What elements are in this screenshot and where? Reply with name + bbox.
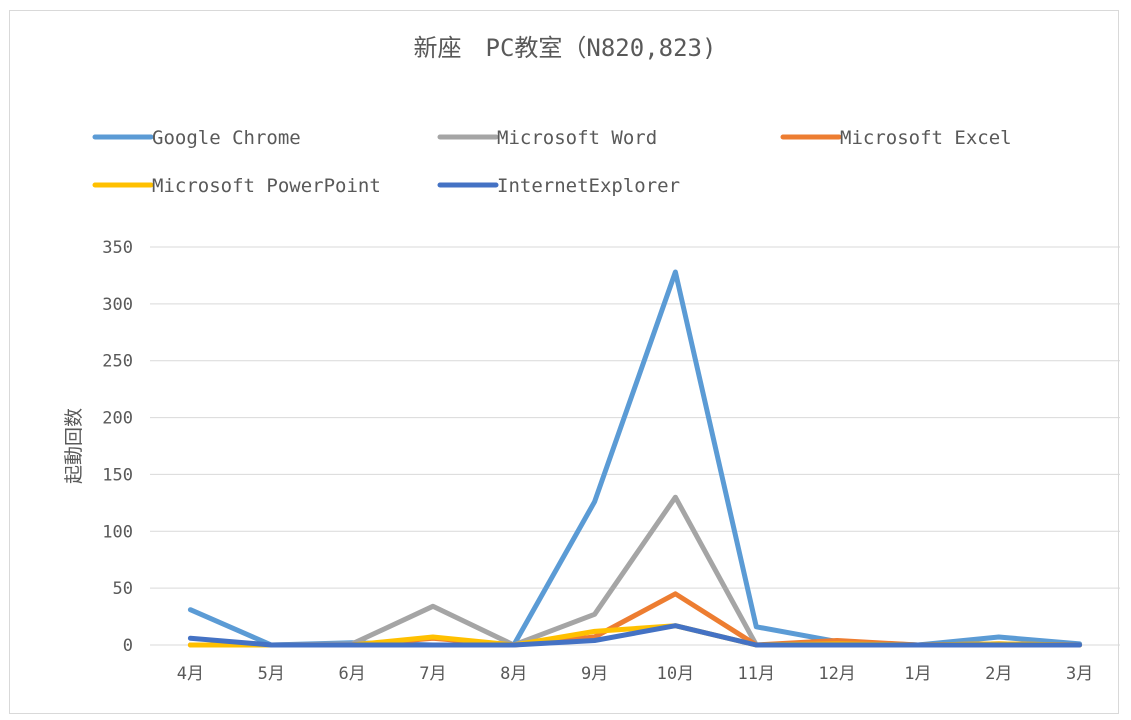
x-axis-ticks: 4月 5月 6月 7月 8月 9月 10月 11月 12月 1月 2月 3月 xyxy=(177,664,1093,684)
chart-title: 新座 PC教室（N820,823) xyxy=(414,34,717,62)
x-tick-label: 7月 xyxy=(419,664,446,684)
legend-label: Google Chrome xyxy=(152,127,301,149)
legend-label: Microsoft Excel xyxy=(840,127,1012,149)
x-tick-label: 5月 xyxy=(258,664,285,684)
y-tick-label: 350 xyxy=(102,238,133,258)
y-axis-ticks: 0 50 100 150 200 250 300 350 xyxy=(102,238,133,656)
series-line-2 xyxy=(187,591,1083,648)
series-line-1 xyxy=(187,494,1083,648)
y-tick-label: 100 xyxy=(102,522,133,542)
legend: Google Chrome Microsoft Word Microsoft Exc… xyxy=(92,127,1012,197)
x-tick-label: 3月 xyxy=(1066,664,1093,684)
x-tick-label: 4月 xyxy=(177,664,204,684)
legend-label: Microsoft Word xyxy=(497,127,657,149)
legend-label: InternetExplorer xyxy=(497,175,680,197)
y-tick-label: 300 xyxy=(102,295,133,315)
chart-frame xyxy=(9,10,1119,714)
y-axis-title: 起動回数 xyxy=(63,408,85,484)
y-tick-label: 200 xyxy=(102,409,133,429)
y-tick-label: 150 xyxy=(102,465,133,485)
x-tick-label: 10月 xyxy=(657,664,694,684)
x-tick-label: 6月 xyxy=(338,664,365,684)
series-lines xyxy=(187,269,1083,648)
x-tick-label: 1月 xyxy=(904,664,931,684)
series-line-0 xyxy=(187,269,1083,648)
x-tick-label: 2月 xyxy=(985,664,1012,684)
legend-label: Microsoft PowerPoint xyxy=(152,175,381,197)
x-tick-label: 8月 xyxy=(500,664,527,684)
y-tick-label: 50 xyxy=(113,579,133,599)
y-tick-label: 250 xyxy=(102,352,133,372)
gridlines xyxy=(150,246,1120,646)
x-tick-label: 11月 xyxy=(738,664,775,684)
x-tick-label: 12月 xyxy=(818,664,855,684)
y-tick-label: 0 xyxy=(123,636,133,656)
series-line-4 xyxy=(187,623,1083,648)
x-tick-label: 9月 xyxy=(581,664,608,684)
